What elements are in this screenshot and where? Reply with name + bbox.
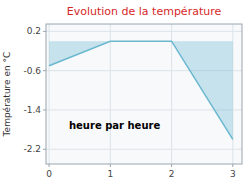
area-fill [49, 41, 233, 139]
x-tick-label: 2 [169, 169, 175, 179]
y-axis-label: Température en °C [2, 52, 12, 138]
y-tick [43, 109, 46, 110]
y-tick-label: -0.6 [23, 66, 41, 76]
x-tick [232, 164, 233, 167]
y-tick-label: -2.2 [23, 144, 41, 154]
plot-background [46, 24, 242, 164]
chart: 0.2 -0.6 -1.4 -2.2 0 1 2 3 Evolution de la tempé… [0, 0, 250, 188]
x-tick-label: 0 [46, 169, 52, 179]
x-grid-line [171, 24, 172, 164]
annotation: heure par heure [69, 120, 160, 131]
plot-frame [46, 24, 242, 164]
x-grid-line [110, 24, 111, 164]
y-grid-line [46, 109, 242, 110]
y-tick [43, 31, 46, 32]
x-tick [49, 164, 50, 167]
x-tick [110, 164, 111, 167]
y-grid-line [46, 31, 242, 32]
data-layer [49, 41, 233, 139]
title: Evolution de la température [67, 5, 222, 18]
x-tick [171, 164, 172, 167]
y-tick [43, 149, 46, 150]
y-tick-label: -1.4 [23, 105, 41, 115]
chart-container: 0.2 -0.6 -1.4 -2.2 0 1 2 3 Evolution de la tempé… [0, 0, 250, 188]
grid [46, 24, 242, 164]
y-tick-label: 0.2 [27, 26, 41, 36]
x-tick-label: 3 [230, 169, 236, 179]
x-tick-label: 1 [107, 169, 113, 179]
y-tick [43, 70, 46, 71]
line [49, 41, 233, 139]
y-grid-line [46, 149, 242, 150]
